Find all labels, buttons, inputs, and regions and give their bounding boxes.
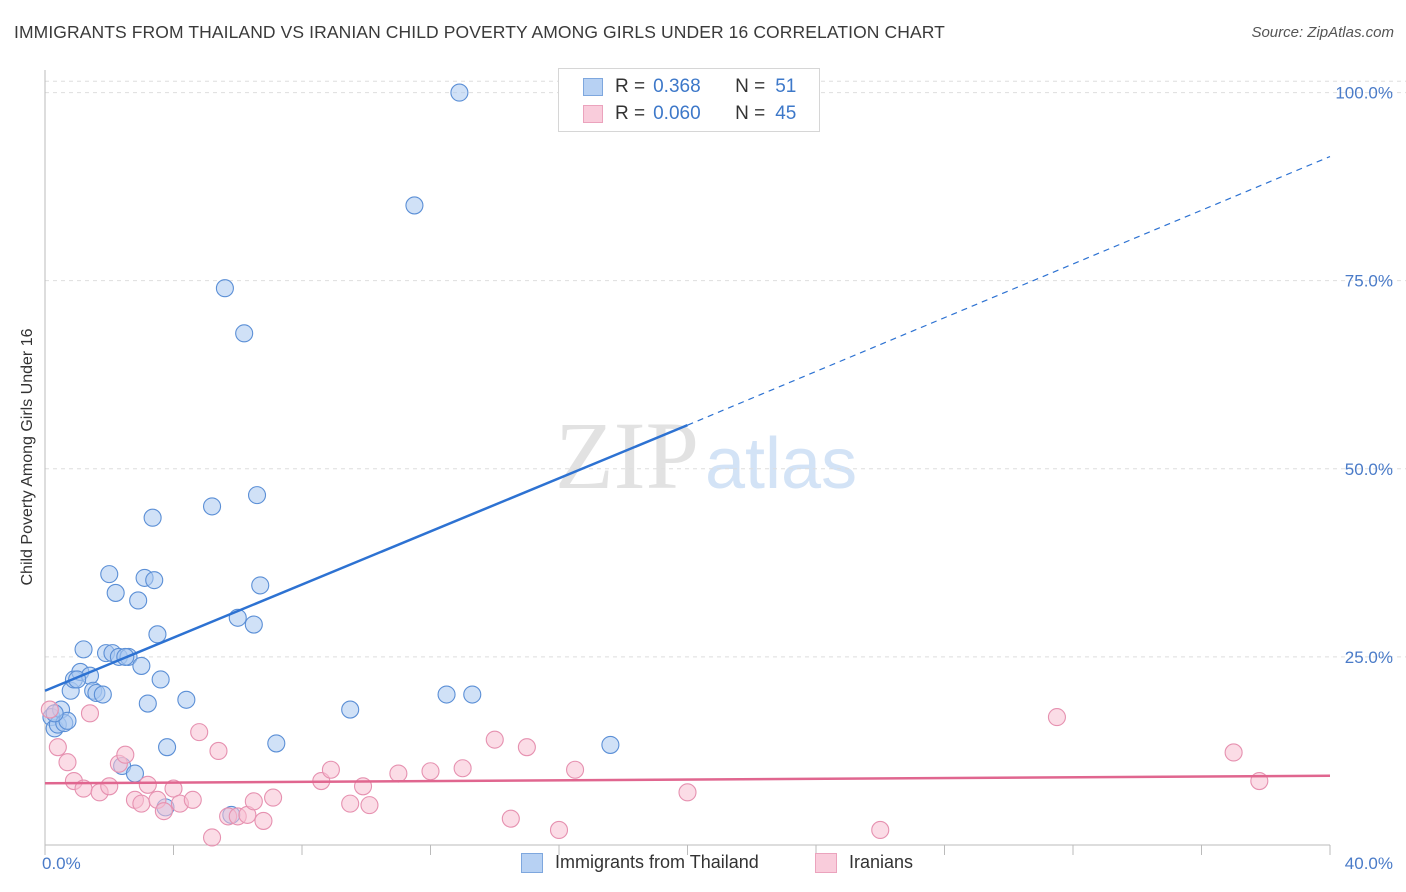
point-thailand — [143, 508, 162, 527]
chart-title: IMMIGRANTS FROM THAILAND VS IRANIAN CHIL… — [14, 22, 945, 42]
legend-item-thailand: Immigrants from Thailand — [521, 852, 759, 873]
legend-n-value: 45 — [775, 103, 797, 124]
point-thailand — [601, 735, 620, 754]
grid-lines — [45, 80, 1406, 658]
legend-swatch-pink — [583, 105, 603, 123]
point-iranians — [80, 704, 100, 723]
tick-labels: 25.0% 50.0% 75.0% 100.0% 0.0% 40.0% — [42, 84, 1393, 873]
point-thailand — [177, 690, 196, 709]
y-tick-label: 25.0% — [1345, 648, 1393, 667]
point-iranians — [485, 730, 504, 749]
point-thailand — [251, 576, 270, 595]
point-iranians — [154, 802, 173, 821]
point-iranians — [421, 762, 440, 781]
x-tick-label: 40.0% — [1345, 854, 1393, 873]
point-thailand — [450, 83, 469, 102]
legend-label-thailand: Immigrants from Thailand — [555, 852, 759, 872]
point-iranians — [164, 779, 183, 798]
y-tick-label: 50.0% — [1345, 460, 1393, 479]
legend-n-value: 51 — [775, 76, 797, 97]
point-thailand — [145, 571, 164, 590]
legend-swatch-blue — [583, 78, 603, 96]
axes — [44, 70, 1331, 855]
point-thailand — [247, 486, 267, 505]
point-thailand — [74, 640, 93, 659]
legend-label-iranians: Iranians — [849, 852, 914, 872]
point-thailand — [132, 656, 151, 675]
point-iranians — [190, 723, 209, 742]
legend-item-iranians: Iranians — [815, 852, 913, 873]
point-thailand — [235, 324, 254, 343]
point-iranians — [1047, 708, 1066, 727]
point-iranians — [203, 828, 222, 847]
legend-r-label: R = — [615, 76, 646, 97]
point-iranians — [100, 777, 119, 796]
source-label: Source: ZipAtlas.com — [1251, 24, 1394, 41]
point-iranians — [871, 820, 890, 840]
correlation-legend: R = 0.368 N = 51 R = 0.060 N = 45 — [558, 68, 820, 132]
point-thailand — [148, 625, 167, 644]
legend-swatch-thailand — [521, 852, 543, 873]
x-tick-label: 0.0% — [42, 854, 81, 873]
point-thailand — [151, 670, 170, 689]
legend-n-label: N = — [735, 76, 766, 97]
point-thailand — [158, 738, 177, 757]
point-thailand — [267, 734, 286, 753]
point-iranians — [341, 794, 360, 813]
point-iranians — [116, 745, 135, 764]
point-iranians — [678, 783, 697, 802]
series-legend: Immigrants from Thailand Iranians — [0, 852, 1406, 878]
point-thailand — [106, 583, 125, 602]
point-iranians — [132, 794, 151, 813]
point-iranians — [453, 759, 472, 778]
legend-r-value: 0.368 — [653, 76, 701, 97]
y-tick-label: 100.0% — [1335, 84, 1393, 103]
point-iranians — [138, 775, 157, 794]
point-iranians — [1224, 743, 1243, 762]
point-thailand — [129, 591, 148, 610]
point-iranians — [389, 764, 408, 783]
legend-swatch-iranians — [815, 852, 837, 873]
point-iranians — [501, 809, 520, 828]
trend-lines — [44, 155, 1331, 785]
legend-row-iranians: R = 0.060 N = 45 — [583, 102, 796, 126]
point-thailand — [463, 685, 482, 704]
point-thailand — [405, 196, 424, 215]
point-thailand — [138, 694, 157, 713]
point-iranians — [48, 738, 67, 757]
point-iranians — [209, 741, 228, 760]
trend-line-iranians — [44, 774, 1331, 785]
point-thailand — [244, 615, 263, 634]
point-thailand — [100, 565, 119, 584]
trend-line-thailand — [44, 423, 688, 692]
point-iranians — [566, 760, 585, 779]
legend-n-label: N = — [735, 103, 766, 124]
series-iranians-points — [40, 700, 1269, 847]
watermark-zip: ZIP — [555, 402, 699, 509]
point-iranians — [254, 811, 273, 830]
point-iranians — [244, 792, 263, 811]
point-iranians — [321, 760, 340, 779]
point-iranians — [183, 790, 202, 809]
point-thailand — [341, 700, 360, 719]
point-iranians — [264, 788, 283, 807]
point-iranians — [549, 820, 569, 840]
point-iranians — [360, 796, 379, 815]
point-iranians — [40, 700, 59, 719]
legend-r-value: 0.060 — [653, 103, 701, 124]
point-thailand — [215, 279, 234, 298]
series-thailand-points — [42, 83, 620, 824]
watermark-atlas: atlas — [705, 424, 858, 504]
legend-r-label: R = — [615, 103, 646, 124]
watermark: ZIPatlas — [555, 400, 857, 511]
point-thailand — [203, 497, 222, 516]
trend-line-thailand-extension — [687, 155, 1331, 426]
point-iranians — [58, 753, 77, 772]
y-tick-label: 75.0% — [1345, 272, 1393, 291]
point-thailand — [93, 685, 112, 704]
legend-row-thailand: R = 0.368 N = 51 — [583, 75, 796, 99]
point-iranians — [517, 738, 536, 757]
point-thailand — [437, 685, 456, 704]
